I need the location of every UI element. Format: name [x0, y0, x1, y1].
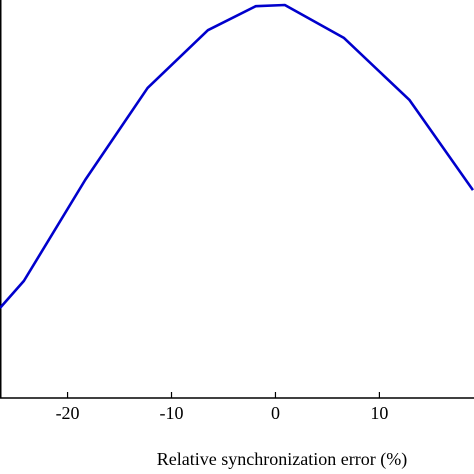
x-tick-label: 0 — [271, 403, 280, 423]
x-axis-label: Relative synchronization error (%) — [157, 449, 407, 470]
data-line — [0, 3, 474, 309]
x-tick-label: -10 — [160, 403, 184, 423]
x-tick-label: 10 — [370, 403, 388, 423]
x-tick-label: -20 — [56, 403, 80, 423]
